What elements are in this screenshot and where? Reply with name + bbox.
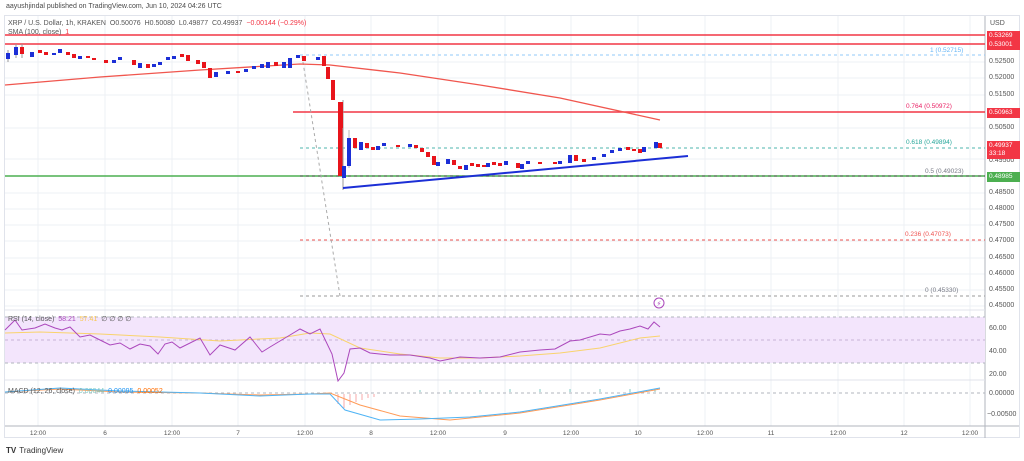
time-tick: 12:00	[961, 430, 979, 437]
macd-tick: −0.00500	[987, 411, 1017, 418]
fib-label-0764: 0.764 (0.50972)	[906, 103, 952, 110]
time-tick: 12:00	[696, 430, 714, 437]
price-tick: 0.51500	[989, 91, 1015, 98]
time-tick: 8	[369, 430, 373, 437]
time-tick: 9	[503, 430, 507, 437]
price-tick: 0.48500	[989, 189, 1015, 196]
rsi-tick: 40.00	[989, 348, 1007, 355]
macd-hist-value: 0.00044	[78, 388, 105, 395]
sma-100-line	[4, 63, 661, 121]
sma-label: SMA (100, close)	[8, 29, 62, 36]
macd-histogram-pos	[419, 389, 656, 392]
fib-label-0: 0 (0.45330)	[925, 287, 959, 294]
time-tick: 12:00	[163, 430, 181, 437]
price-tag-resistance: 0.53269	[987, 31, 1020, 41]
lightning-glyph: ⚡	[657, 300, 662, 308]
price-tick: 0.52000	[989, 74, 1015, 81]
time-tick: 12:00	[296, 430, 314, 437]
publish-info: aayushjindal published on TradingView.co…	[6, 3, 222, 10]
time-tick: 10	[634, 430, 642, 437]
fib-label-1: 1 (0.52715)	[930, 47, 964, 54]
fibonacci-retracement[interactable]	[300, 54, 985, 297]
rsi-label: RSI (14, close)	[8, 316, 55, 323]
price-tick: 0.52500	[989, 58, 1015, 65]
rsi-value: 58.21	[58, 316, 76, 323]
rsi-legend[interactable]: RSI (14, close) 58.21 57.41 ∅ ∅ ∅ ∅	[8, 315, 131, 323]
ohlc-change: −0.00144 (−0.29%)	[246, 20, 307, 27]
time-tick: 12:00	[29, 430, 47, 437]
candlesticks	[6, 44, 662, 190]
price-tag-last: 0.49937	[987, 141, 1020, 151]
macd-histogram-neg	[337, 394, 375, 408]
price-tick: 0.49500	[989, 157, 1015, 164]
price-tick: 0.45000	[989, 302, 1015, 309]
ohlc-close: C0.49937	[212, 20, 243, 27]
sma-value: 1	[65, 29, 70, 36]
sma-legend[interactable]: SMA (100, close) 1	[8, 29, 69, 36]
symbol-name: XRP / U.S. Dollar, 1h, KRAKEN	[8, 20, 106, 27]
time-tick: 12	[900, 430, 908, 437]
symbol-legend: XRP / U.S. Dollar, 1h, KRAKEN O0.50076 H…	[8, 20, 306, 27]
fib-label-05: 0.5 (0.49023)	[925, 168, 964, 175]
price-tag-resistance: 0.50963	[987, 108, 1020, 118]
event-lightning-icon[interactable]	[653, 297, 665, 309]
ohlc-low: L0.49877	[178, 20, 209, 27]
price-tick: 0.46000	[989, 270, 1015, 277]
price-tick: 0.48000	[989, 205, 1015, 212]
bullish-trendline[interactable]	[342, 155, 689, 189]
fib-anchor-line	[301, 55, 341, 297]
fib-label-0236: 0.236 (0.47073)	[905, 231, 951, 238]
rsi-tick: 20.00	[989, 371, 1007, 378]
macd-label: MACD (12, 26, close)	[8, 388, 75, 395]
tradingview-logo[interactable]: TV TradingView	[6, 446, 63, 455]
price-tick: 0.47000	[989, 237, 1015, 244]
macd-signal-line	[4, 388, 661, 421]
fib-label-0618: 0.618 (0.49894)	[906, 139, 952, 146]
price-tick: 0.45500	[989, 286, 1015, 293]
price-tick: 0.46500	[989, 254, 1015, 261]
macd-signal-value: 0.00052	[137, 388, 163, 395]
time-tick: 6	[103, 430, 107, 437]
rsi-ma-value: 57.41	[79, 316, 98, 323]
rsi-extras: ∅ ∅ ∅ ∅	[101, 316, 132, 323]
time-tick: 11	[767, 430, 775, 437]
time-tick: 12:00	[829, 430, 847, 437]
macd-value: 0.00095	[108, 388, 134, 395]
time-tick: 12:00	[429, 430, 447, 437]
ohlc-open: O0.50076	[109, 20, 141, 27]
bar-countdown: 33:18	[987, 149, 1020, 159]
price-tick: 0.47500	[989, 221, 1015, 228]
macd-line	[4, 387, 661, 421]
horizontal-grid	[5, 61, 985, 307]
rsi-tick: 60.00	[989, 325, 1007, 332]
price-tick: 0.50500	[989, 124, 1015, 131]
rsi-line	[4, 319, 661, 383]
rsi-band	[5, 317, 985, 363]
price-tag-resistance: 0.53001	[987, 40, 1020, 50]
macd-tick: 0.00000	[989, 390, 1015, 397]
macd-legend[interactable]: MACD (12, 26, close) 0.00044 0.00095 0.0…	[8, 388, 163, 395]
time-tick: 7	[236, 430, 240, 437]
chart-frame	[4, 15, 1020, 438]
ohlc-high: H0.50080	[144, 20, 175, 27]
brand-name: TradingView	[19, 446, 64, 455]
time-tick: 12:00	[562, 430, 580, 437]
currency-label: USD	[990, 20, 1005, 27]
price-tag-support: 0.48985	[987, 172, 1020, 182]
tv-logo-icon: TV	[6, 446, 17, 455]
